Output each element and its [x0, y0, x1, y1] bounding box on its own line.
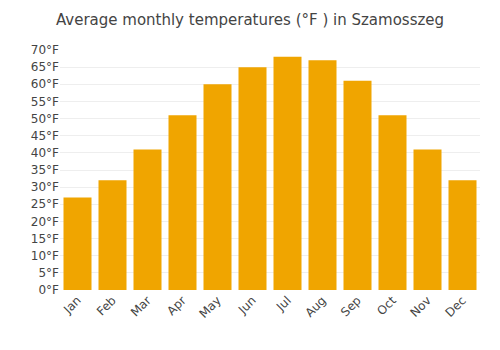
svg-text:10°F: 10°F	[31, 249, 59, 263]
svg-text:Feb: Feb	[94, 293, 119, 318]
svg-text:Dec: Dec	[443, 293, 469, 319]
svg-text:70°F: 70°F	[31, 43, 59, 57]
svg-text:Aug: Aug	[302, 293, 328, 319]
svg-text:May: May	[196, 293, 223, 320]
svg-text:Oct: Oct	[374, 293, 399, 318]
svg-text:65°F: 65°F	[31, 60, 59, 74]
svg-text:Jan: Jan	[60, 293, 84, 317]
svg-text:Mar: Mar	[128, 293, 154, 319]
svg-text:Sep: Sep	[338, 293, 364, 319]
svg-text:Nov: Nov	[407, 293, 433, 319]
svg-text:45°F: 45°F	[31, 129, 59, 143]
svg-text:60°F: 60°F	[31, 77, 59, 91]
svg-text:50°F: 50°F	[31, 112, 59, 126]
svg-text:25°F: 25°F	[31, 197, 59, 211]
svg-text:30°F: 30°F	[31, 180, 59, 194]
svg-text:5°F: 5°F	[38, 266, 59, 280]
svg-text:15°F: 15°F	[31, 232, 59, 246]
svg-text:35°F: 35°F	[31, 163, 59, 177]
svg-text:Average monthly temperatures (: Average monthly temperatures (°F ) in Sz…	[56, 11, 444, 29]
svg-text:Jun: Jun	[235, 293, 259, 317]
svg-text:Apr: Apr	[164, 293, 189, 318]
svg-text:20°F: 20°F	[31, 215, 59, 229]
svg-text:0°F: 0°F	[38, 283, 59, 297]
svg-text:Jul: Jul	[273, 293, 294, 314]
svg-text:55°F: 55°F	[31, 95, 59, 109]
svg-text:40°F: 40°F	[31, 146, 59, 160]
